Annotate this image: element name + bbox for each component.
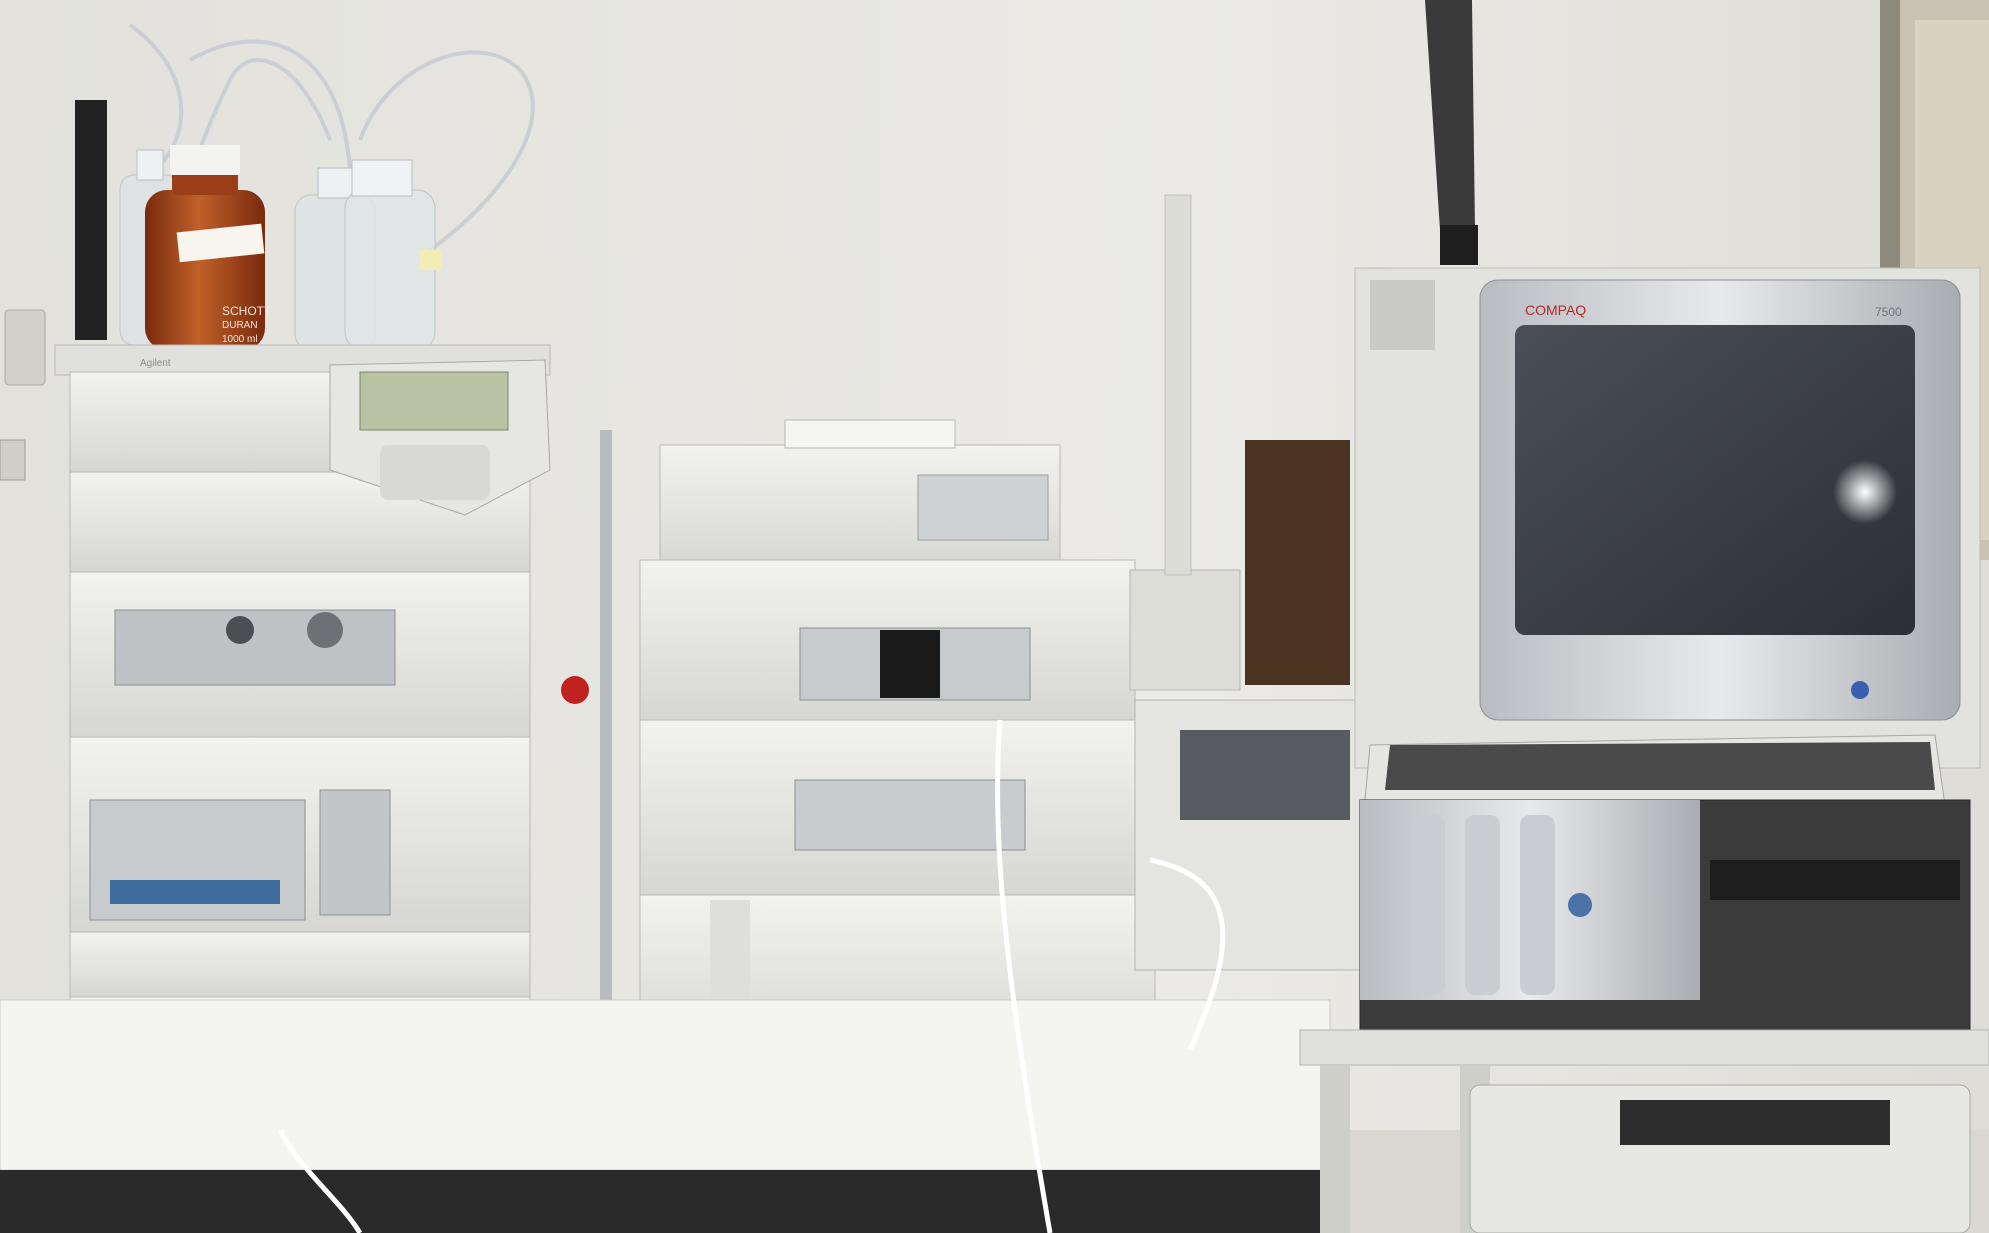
cables [277,719,1226,1233]
lab-bench [0,999,1331,1171]
clear-bottle-3 [344,159,442,351]
monitor-screen [1515,325,1915,635]
amber-bottle-volume: 1000 ml [222,334,258,345]
crt-monitor: COMPAQ 7500 [1479,279,1961,721]
computer-desk [1299,1029,1989,1066]
background-instrument [1129,569,1241,691]
control-module-display [359,371,509,431]
amber-bottle: SCHOTT DURAN 1000 ml [145,145,272,350]
keyboard [1364,734,1946,806]
control-module [329,359,551,516]
desktop-computer [1359,799,1971,1041]
background-cabinet [1245,440,1350,685]
red-knob [561,676,589,704]
retort-stand [600,430,612,1030]
tubing [128,23,535,252]
wall-switch [0,439,26,481]
monitor-model: 7500 [1875,305,1902,319]
amber-bottle-brand2: DURAN [222,320,258,331]
monitor-brand: COMPAQ [1525,302,1586,318]
exhaust-hose [1425,0,1475,230]
wall-socket [4,309,46,386]
svg-text:Agilent: Agilent [140,358,171,369]
rolled-paper [1164,194,1192,576]
clamp-stand-pole-left [75,100,107,340]
amber-bottle-brand: SCHOTT [222,304,272,318]
screen-glare [1833,460,1897,524]
